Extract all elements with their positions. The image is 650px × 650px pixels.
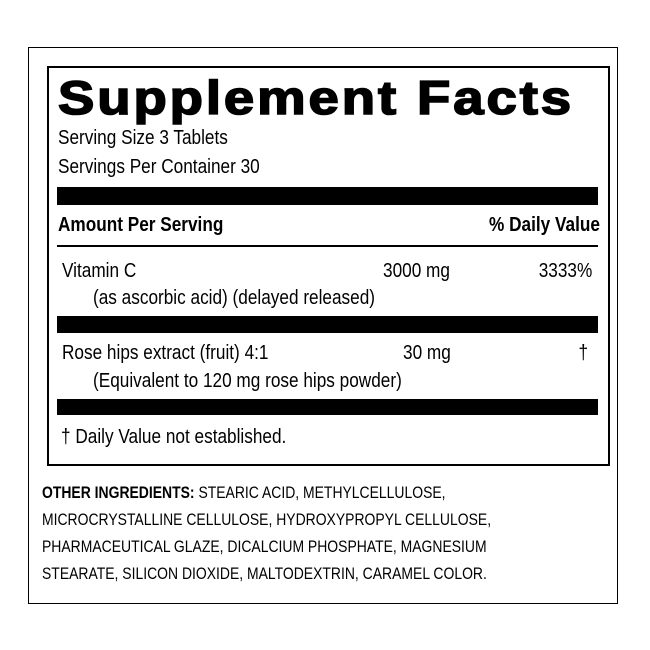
nutrient-daily-value: 3333% bbox=[538, 260, 592, 282]
nutrient-name: Vitamin C bbox=[62, 260, 137, 282]
daily-value-header: % Daily Value bbox=[489, 214, 600, 236]
label-outer-border bbox=[28, 47, 618, 604]
divider-thick bbox=[57, 399, 598, 415]
other-ingredients-line: PHARMACEUTICAL GLAZE, DICALCIUM PHOSPHAT… bbox=[42, 537, 487, 556]
nutrient-amount: 3000 mg bbox=[383, 260, 450, 282]
nutrient-amount: 30 mg bbox=[403, 342, 451, 364]
amount-per-serving-header: Amount Per Serving bbox=[58, 214, 224, 236]
nutrient-note: (Equivalent to 120 mg rose hips powder) bbox=[93, 370, 402, 392]
serving-size: Serving Size 3 Tablets bbox=[58, 127, 228, 149]
other-ingredients-line: MICROCRYSTALLINE CELLULOSE, HYDROXYPROPY… bbox=[42, 510, 492, 529]
divider-thin bbox=[57, 245, 598, 247]
nutrient-name: Rose hips extract (fruit) 4:1 bbox=[62, 342, 269, 364]
other-ingredients-line: OTHER INGREDIENTS: STEARIC ACID, METHYLC… bbox=[42, 484, 446, 501]
supplement-facts-panel bbox=[47, 66, 610, 466]
divider-thick bbox=[57, 316, 598, 333]
panel-title: Supplement Facts bbox=[57, 71, 574, 124]
footnote: † Daily Value not established. bbox=[61, 426, 287, 448]
nutrient-note: (as ascorbic acid) (delayed released) bbox=[93, 287, 376, 309]
nutrient-daily-value: † bbox=[578, 342, 588, 364]
other-ingredients-line: STEARATE, SILICON DIOXIDE, MALTODEXTRIN,… bbox=[42, 564, 487, 583]
servings-per-container: Servings Per Container 30 bbox=[58, 156, 260, 178]
other-ingredients-text: STEARIC ACID, METHYLCELLULOSE, bbox=[194, 483, 446, 502]
divider-thick bbox=[57, 187, 598, 205]
other-ingredients-label: OTHER INGREDIENTS: bbox=[42, 483, 195, 502]
